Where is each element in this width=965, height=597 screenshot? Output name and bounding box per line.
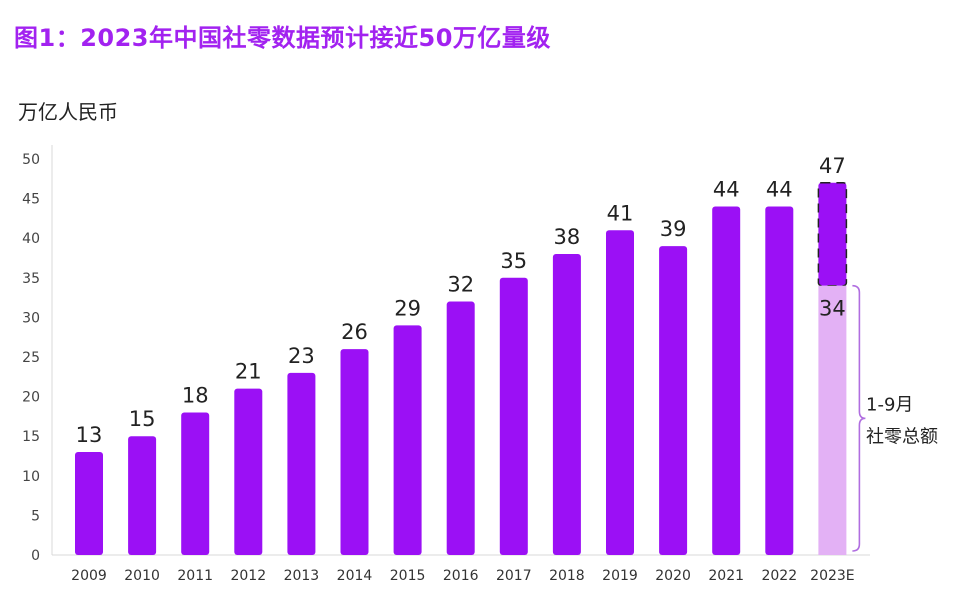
bar-2023e-jan-sep bbox=[818, 285, 847, 555]
y-tick-label: 0 bbox=[31, 548, 40, 564]
data-label-2013: 23 bbox=[288, 344, 315, 368]
x-tick-label: 2014 bbox=[337, 568, 373, 584]
x-tick-label: 2021 bbox=[708, 568, 744, 584]
bar-2015 bbox=[393, 325, 422, 555]
data-label-2014: 26 bbox=[341, 320, 368, 344]
bars bbox=[75, 182, 848, 556]
bar-2010 bbox=[128, 436, 157, 555]
bar-2013 bbox=[287, 372, 316, 555]
x-tick-label: 2017 bbox=[496, 568, 532, 584]
bar-2012 bbox=[234, 388, 263, 555]
x-tick-label: 2019 bbox=[602, 568, 638, 584]
data-label-2010: 15 bbox=[129, 407, 156, 431]
x-tick-label: 2016 bbox=[443, 568, 479, 584]
y-tick-label: 40 bbox=[22, 231, 40, 247]
data-label-2012: 21 bbox=[235, 360, 262, 384]
data-label-2011: 18 bbox=[182, 383, 209, 407]
bar-2017 bbox=[499, 277, 528, 555]
y-tick-label: 10 bbox=[22, 469, 40, 485]
data-label-2023E: 47 bbox=[819, 154, 846, 178]
y-tick-label: 25 bbox=[22, 350, 40, 366]
y-tick-label: 30 bbox=[22, 310, 40, 326]
x-axis: 2009 2010 2011 2012 2013 2014 2015 2016 2017 2018… bbox=[71, 568, 854, 584]
bar-2016 bbox=[446, 301, 475, 555]
data-label-2020: 39 bbox=[660, 217, 687, 241]
x-tick-label: 2015 bbox=[390, 568, 426, 584]
x-tick-label: 2023E bbox=[810, 568, 854, 584]
annotation-line-2: 社零总额 bbox=[866, 426, 938, 447]
y-tick-label: 35 bbox=[22, 271, 40, 287]
x-tick-label: 2011 bbox=[177, 568, 213, 584]
data-label-2021: 44 bbox=[713, 178, 740, 202]
bar-2014 bbox=[340, 349, 369, 555]
chart-title: 图1：2023年中国社零数据预计接近50万亿量级 bbox=[14, 24, 551, 52]
data-label-2016: 32 bbox=[447, 273, 474, 297]
x-tick-label: 2010 bbox=[124, 568, 160, 584]
bar-2009 bbox=[75, 452, 103, 555]
y-axis-unit-label: 万亿人民币 bbox=[18, 100, 118, 124]
data-label-2015: 29 bbox=[394, 296, 421, 320]
data-labels: 13 15 18 21 23 26 29 32 35 38 41 39 44 44 34 47 bbox=[76, 154, 846, 447]
data-label-2022: 44 bbox=[766, 178, 793, 202]
bar-2021 bbox=[712, 206, 741, 555]
data-label-2009: 13 bbox=[76, 423, 103, 447]
bar-2020 bbox=[659, 246, 688, 555]
bar-2022 bbox=[765, 206, 794, 555]
y-tick-label: 5 bbox=[31, 508, 40, 524]
y-tick-label: 45 bbox=[22, 192, 40, 208]
data-label-2018: 38 bbox=[554, 225, 581, 249]
annotation-line-1: 1-9月 bbox=[866, 394, 913, 415]
bar-2011 bbox=[181, 412, 210, 555]
data-label-2019: 41 bbox=[607, 201, 634, 225]
y-tick-label: 50 bbox=[22, 152, 40, 168]
x-tick-label: 2009 bbox=[71, 568, 107, 584]
jan-sep-bracket bbox=[852, 284, 866, 552]
data-label-jan-sep: 34 bbox=[819, 297, 846, 321]
y-tick-label: 20 bbox=[22, 390, 40, 406]
x-tick-label: 2022 bbox=[761, 568, 797, 584]
x-tick-label: 2012 bbox=[230, 568, 266, 584]
bar-2018 bbox=[552, 254, 581, 556]
x-tick-label: 2020 bbox=[655, 568, 691, 584]
y-tick-label: 15 bbox=[22, 429, 40, 445]
y-axis: 0 5 10 15 20 25 30 35 40 45 50 bbox=[22, 152, 40, 564]
bar-2023e-estimate bbox=[817, 182, 848, 287]
x-tick-label: 2013 bbox=[284, 568, 320, 584]
data-label-2017: 35 bbox=[500, 249, 527, 273]
bar-2019 bbox=[606, 230, 634, 555]
x-tick-label: 2018 bbox=[549, 568, 585, 584]
